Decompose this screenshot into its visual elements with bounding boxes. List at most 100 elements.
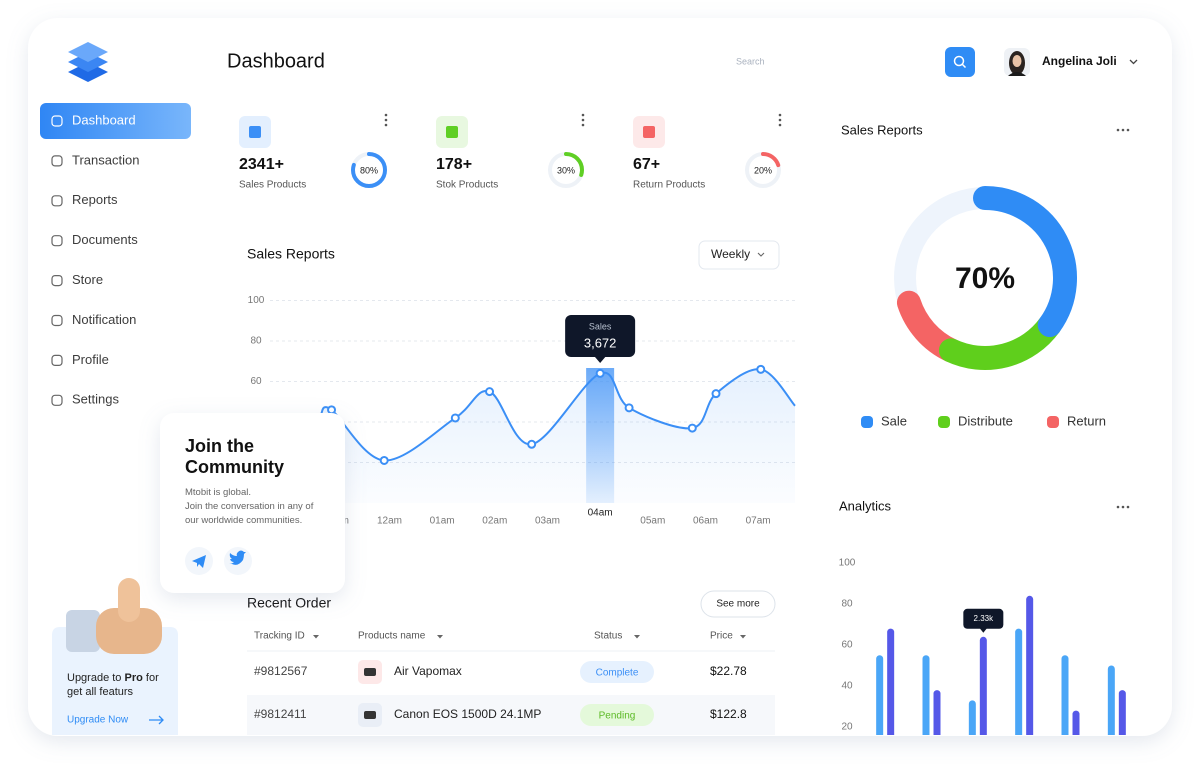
see-more-label: See more — [716, 599, 760, 610]
highlight-band — [586, 368, 615, 503]
y-tick-label: 100 — [248, 295, 265, 306]
search-icon — [953, 55, 965, 67]
upgrade-link[interactable]: Upgrade Now — [67, 715, 129, 726]
donut-title: Sales Reports — [841, 122, 923, 137]
active-menu-bg — [40, 103, 191, 139]
donut-center-label: 70% — [955, 262, 1015, 295]
see-more-button[interactable] — [700, 590, 776, 618]
menu-icon — [51, 394, 63, 406]
y-tick-label: 20 — [841, 722, 853, 733]
sort-arrow[interactable] — [740, 635, 746, 639]
stat-ring — [745, 152, 781, 188]
area — [321, 369, 795, 503]
more-dot — [1116, 128, 1120, 132]
product-glyph — [364, 668, 376, 676]
point — [595, 368, 605, 378]
donut-segment — [973, 186, 1077, 338]
menu-item[interactable]: Profile — [72, 352, 109, 367]
y-tick-label: 80 — [250, 336, 262, 347]
more-dot — [778, 123, 782, 127]
stat-label: Stok Products — [436, 180, 498, 191]
avatar-face — [1012, 55, 1022, 67]
legend-swatch — [861, 416, 873, 428]
menu-item[interactable]: Store — [72, 272, 103, 287]
upgrade-message: Upgrade to Pro for get all featurs — [67, 671, 175, 699]
price: $122.8 — [710, 707, 747, 721]
bar — [1061, 655, 1069, 735]
bar — [933, 690, 941, 735]
x-tick-label: 07am — [746, 516, 771, 527]
logo-layer — [68, 42, 108, 62]
y-tick-label: 80 — [841, 599, 853, 610]
sort-arrow[interactable] — [437, 635, 443, 639]
sort-arrow[interactable] — [634, 635, 640, 639]
menu-icon — [51, 195, 63, 207]
analytics-title: Analytics — [839, 498, 892, 513]
status: Complete — [596, 668, 639, 679]
search-button[interactable] — [945, 47, 975, 77]
period-select[interactable] — [698, 240, 780, 270]
product-glyph — [364, 711, 376, 719]
upgrade-card — [52, 627, 178, 735]
tooltip-label: Sales — [589, 321, 612, 331]
upgrade-start: Upgrade to — [67, 672, 122, 684]
more-dot — [581, 123, 585, 127]
tooltip-box — [565, 315, 636, 357]
sort-arrow[interactable] — [313, 635, 319, 639]
y-tick-label: 60 — [841, 640, 853, 651]
product-name: Air Vapomax — [394, 664, 462, 678]
stat-value: 2341+ — [239, 156, 284, 173]
more-dot — [384, 118, 388, 122]
tracking-id: #9812411 — [254, 707, 307, 721]
stat-ring-label: 80% — [360, 165, 378, 175]
more-dot — [1121, 505, 1125, 509]
table-title: Recent Order — [247, 595, 331, 611]
x-tick-label: 06am — [693, 516, 718, 527]
price: $22.78 — [710, 664, 747, 678]
upgrade-bold: Pro — [124, 672, 143, 684]
menu-item[interactable]: Documents — [72, 232, 138, 247]
status: Pending — [599, 711, 636, 722]
y-tick-label: 40 — [841, 681, 853, 692]
community-line: Join the conversation in any of our worl… — [185, 501, 314, 526]
community-text: Join the Community Mtobit is global. Join … — [185, 436, 314, 526]
overlay: 2.33k Join the Community Mtobit is global.… — [52, 413, 1004, 735]
tooltip-arrow — [594, 356, 607, 363]
more-dot — [1121, 128, 1125, 132]
menu-icon — [51, 354, 63, 366]
menu-icon — [51, 275, 63, 287]
menu-item[interactable]: Dashboard — [72, 112, 136, 127]
x-tick-label: 01am — [430, 516, 455, 527]
point — [624, 403, 634, 413]
more-dot — [581, 118, 585, 122]
point — [527, 439, 537, 449]
thumb-finger — [118, 578, 140, 622]
user-menu-chevron[interactable] — [1129, 59, 1138, 65]
bar — [1026, 595, 1034, 735]
point — [450, 413, 460, 423]
tooltip-arrow — [979, 627, 988, 633]
menu-item[interactable]: Notification — [72, 312, 136, 327]
menu-item[interactable]: Reports — [72, 192, 118, 207]
menu-item[interactable]: Settings — [72, 392, 119, 407]
bar — [1072, 710, 1080, 735]
more-dot — [778, 113, 782, 117]
stat-icon — [249, 126, 261, 138]
status-pill — [580, 661, 654, 683]
x-tick-label: 12am — [377, 516, 402, 527]
bar — [1107, 665, 1115, 735]
menu-icon — [51, 235, 63, 247]
legend-swatch — [1047, 416, 1059, 428]
more-dot — [778, 118, 782, 122]
bar — [1015, 628, 1023, 735]
more-dot — [384, 123, 388, 127]
column-header: Price — [710, 631, 733, 642]
y-tick-label: 60 — [250, 376, 262, 387]
telegram-icon — [192, 555, 206, 568]
bar — [876, 655, 884, 735]
status-pill — [580, 704, 654, 726]
avatar-body — [1008, 72, 1026, 76]
menu-item[interactable]: Transaction — [72, 152, 139, 167]
community-title: Join the Community — [185, 436, 284, 477]
